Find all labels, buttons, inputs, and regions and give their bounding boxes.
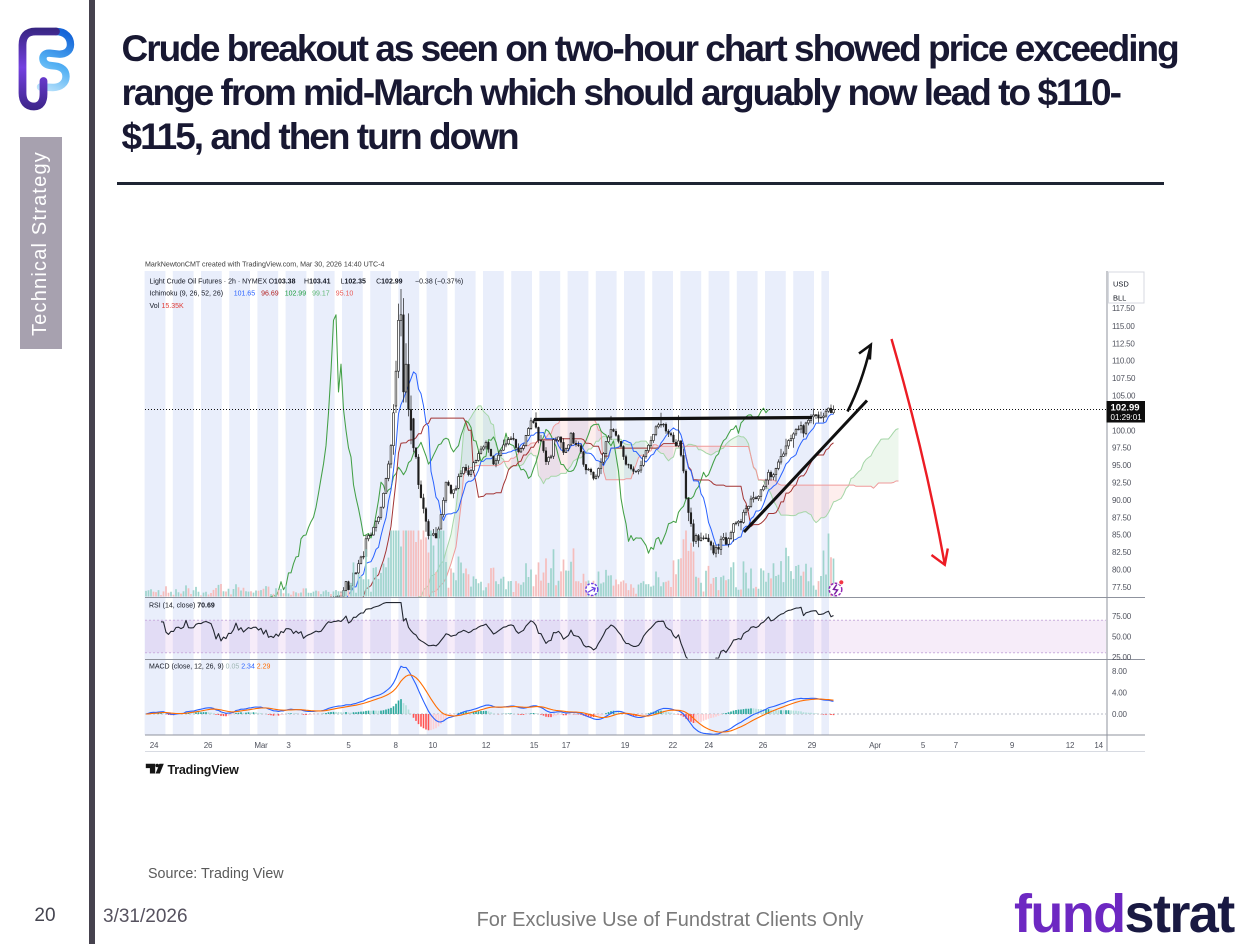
svg-text:9: 9 xyxy=(1010,741,1015,750)
svg-text:5: 5 xyxy=(346,741,351,750)
svg-text:15: 15 xyxy=(530,741,539,750)
svg-text:75.00: 75.00 xyxy=(1112,612,1132,621)
svg-text:115.00: 115.00 xyxy=(1112,322,1135,331)
svg-text:MarkNewtonCMT created with Tra: MarkNewtonCMT created with TradingView.c… xyxy=(145,261,385,269)
svg-text:12: 12 xyxy=(482,741,491,750)
svg-text:90.00: 90.00 xyxy=(1112,496,1132,505)
svg-text:107.50: 107.50 xyxy=(1112,374,1136,383)
svg-text:117.50: 117.50 xyxy=(1112,304,1135,313)
svg-text:82.50: 82.50 xyxy=(1112,548,1132,557)
svg-text:101.65: 101.65 xyxy=(234,291,256,298)
svg-text:5: 5 xyxy=(921,741,926,750)
svg-text:102.99: 102.99 xyxy=(1111,403,1140,414)
svg-text:Vol: Vol xyxy=(150,303,160,310)
svg-text:95.10: 95.10 xyxy=(336,291,354,298)
svg-text:H103.41: H103.41 xyxy=(304,279,331,286)
svg-text:25.00: 25.00 xyxy=(1112,653,1132,662)
svg-text:87.50: 87.50 xyxy=(1112,513,1132,522)
svg-text:BLL: BLL xyxy=(1113,294,1126,303)
svg-text:MACD (close, 12, 26, 9) 0.05 2: MACD (close, 12, 26, 9) 0.05 2.34 2.29 xyxy=(149,664,271,671)
svg-text:O103.38: O103.38 xyxy=(269,279,296,286)
svg-text:22: 22 xyxy=(669,741,678,750)
svg-text:3: 3 xyxy=(286,741,291,750)
svg-text:102.99: 102.99 xyxy=(285,291,307,298)
svg-text:77.50: 77.50 xyxy=(1112,583,1132,592)
svg-text:8.00: 8.00 xyxy=(1112,667,1128,676)
svg-text:C102.99: C102.99 xyxy=(376,279,403,286)
svg-text:85.00: 85.00 xyxy=(1112,531,1132,540)
svg-text:12: 12 xyxy=(1066,741,1075,750)
svg-text:USD: USD xyxy=(1113,280,1129,289)
svg-text:26: 26 xyxy=(204,741,213,750)
svg-text:80.00: 80.00 xyxy=(1112,566,1132,575)
svg-text:10: 10 xyxy=(429,741,438,750)
svg-text:Ichimoku (9, 26, 52, 26): Ichimoku (9, 26, 52, 26) xyxy=(150,291,224,298)
svg-text:50.00: 50.00 xyxy=(1112,633,1132,642)
svg-text:100.00: 100.00 xyxy=(1112,426,1136,435)
svg-text:TradingView: TradingView xyxy=(168,763,240,777)
svg-text:110.00: 110.00 xyxy=(1112,357,1135,366)
svg-text:24: 24 xyxy=(705,741,714,750)
svg-text:24: 24 xyxy=(150,741,159,750)
svg-text:14: 14 xyxy=(1094,741,1103,750)
svg-text:8: 8 xyxy=(393,741,398,750)
svg-text:15.35K: 15.35K xyxy=(162,303,185,310)
svg-text:4.00: 4.00 xyxy=(1112,689,1128,698)
svg-text:Light Crude Oil Futures · 2h ·: Light Crude Oil Futures · 2h · NYMEX xyxy=(150,279,268,286)
svg-text:26: 26 xyxy=(759,741,768,750)
svg-text:92.50: 92.50 xyxy=(1112,479,1132,488)
svg-text:7: 7 xyxy=(954,741,959,750)
svg-text:Apr: Apr xyxy=(869,741,881,750)
svg-text:96.69: 96.69 xyxy=(261,291,279,298)
svg-text:L102.35: L102.35 xyxy=(341,279,366,286)
svg-text:105.00: 105.00 xyxy=(1112,392,1136,401)
svg-text:RSI (14, close) 70.69: RSI (14, close) 70.69 xyxy=(149,603,215,610)
svg-text:29: 29 xyxy=(808,741,817,750)
svg-text:19: 19 xyxy=(621,741,630,750)
svg-text:17: 17 xyxy=(562,741,571,750)
svg-text:0.00: 0.00 xyxy=(1112,710,1128,719)
svg-text:112.50: 112.50 xyxy=(1112,339,1135,348)
svg-text:99.17: 99.17 xyxy=(312,291,330,298)
svg-text:Mar: Mar xyxy=(254,741,268,750)
svg-text:97.50: 97.50 xyxy=(1112,444,1132,453)
svg-text:−0.38 (−0.37%): −0.38 (−0.37%) xyxy=(415,279,463,286)
svg-text:01:29:01: 01:29:01 xyxy=(1111,413,1143,422)
svg-text:95.00: 95.00 xyxy=(1112,461,1132,470)
